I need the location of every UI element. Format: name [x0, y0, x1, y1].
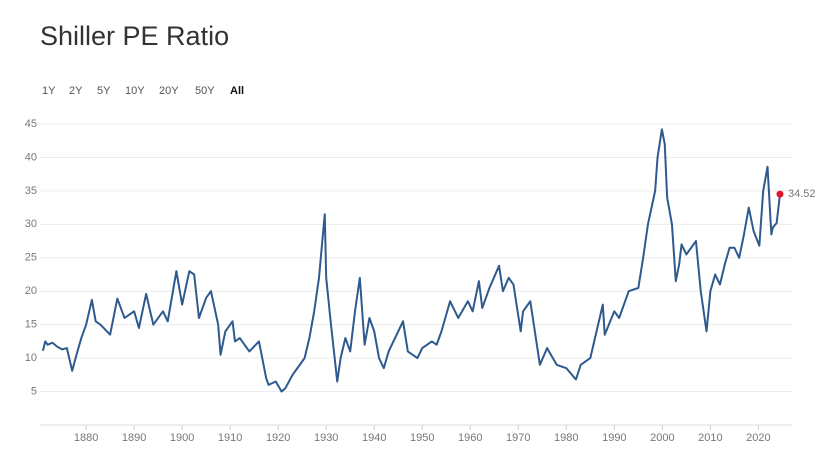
line-series: [41, 128, 781, 393]
x-tick-label: 1970: [506, 432, 530, 444]
range-button[interactable]: 20Y: [159, 85, 179, 97]
x-tick-label: 2020: [746, 432, 770, 444]
y-tick-label: 10: [25, 352, 37, 364]
y-tick-label: 40: [25, 151, 37, 163]
x-tick-label: 1910: [218, 432, 242, 444]
y-tick-label: 20: [25, 285, 37, 297]
x-tick-label: 2010: [698, 432, 722, 444]
range-button[interactable]: 50Y: [195, 85, 215, 97]
y-tick-label: 5: [31, 385, 37, 397]
x-tick-label: 1890: [122, 432, 146, 444]
range-button[interactable]: 2Y: [69, 85, 83, 97]
y-tick-label: 30: [25, 218, 37, 230]
x-tick-label: 1930: [314, 432, 338, 444]
chart-title: Shiller PE Ratio: [40, 21, 229, 51]
range-button[interactable]: 5Y: [97, 85, 111, 97]
x-tick-label: 1920: [266, 432, 290, 444]
range-button[interactable]: 1Y: [42, 85, 56, 97]
x-tick-label: 1900: [170, 432, 194, 444]
y-tick-label: 25: [25, 252, 37, 264]
y-tick-label: 15: [25, 319, 37, 331]
range-buttons: 1Y 2Y 5Y 10Y 20Y 50Y All: [42, 85, 244, 97]
y-tick-label: 45: [25, 118, 37, 130]
x-tick-label: 1960: [458, 432, 482, 444]
y-tick-label: 35: [25, 185, 37, 197]
x-tick-label: 1950: [410, 432, 434, 444]
x-tick-label: 1980: [554, 432, 578, 444]
last-value-label: 34.52: [788, 188, 816, 200]
last-point: [776, 190, 784, 198]
x-tick-label: 1880: [74, 432, 98, 444]
x-tick-label: 1990: [602, 432, 626, 444]
x-tick-label: 2000: [650, 432, 674, 444]
range-button[interactable]: All: [230, 85, 244, 97]
x-tick-label: 1940: [362, 432, 386, 444]
range-button[interactable]: 10Y: [125, 85, 145, 97]
